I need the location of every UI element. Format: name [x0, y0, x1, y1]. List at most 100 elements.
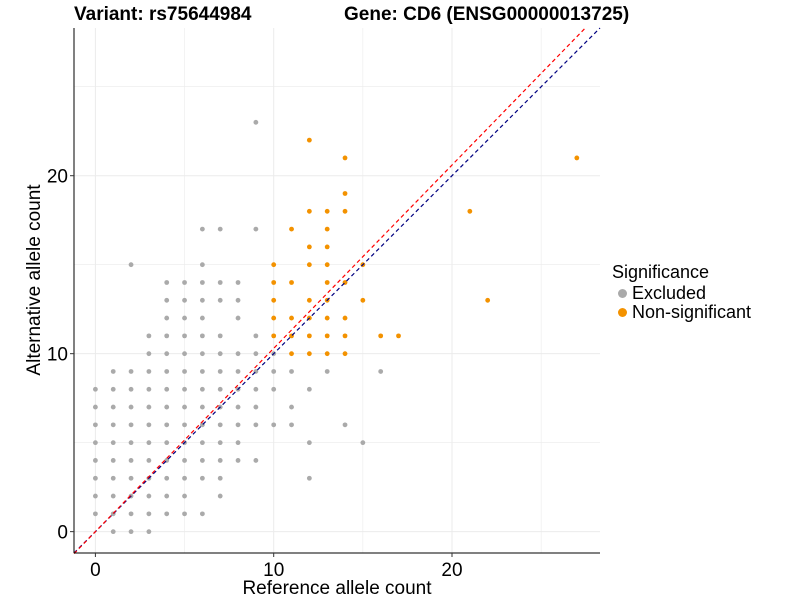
point-excluded — [92, 440, 98, 446]
point-excluded — [146, 511, 152, 517]
legend-title: Significance — [612, 262, 710, 282]
point-excluded — [360, 440, 366, 446]
point-excluded — [182, 280, 187, 285]
point-excluded — [128, 404, 134, 410]
point-non-significant — [271, 262, 277, 268]
point-excluded — [235, 404, 241, 410]
point-excluded — [199, 440, 205, 446]
point-non-significant — [324, 351, 330, 357]
point-excluded — [199, 315, 205, 321]
point-excluded — [235, 280, 241, 285]
legend-swatch-excluded — [618, 289, 627, 298]
point-excluded — [253, 119, 259, 125]
point-non-significant — [574, 155, 580, 161]
point-excluded — [146, 351, 152, 357]
point-excluded — [217, 333, 223, 339]
point-excluded — [199, 369, 205, 374]
point-excluded — [146, 386, 152, 392]
point-excluded — [128, 440, 134, 446]
point-non-significant — [306, 297, 312, 303]
point-non-significant — [271, 333, 277, 339]
point-excluded — [306, 386, 312, 392]
point-non-significant — [378, 333, 384, 339]
point-excluded — [306, 440, 312, 446]
point-excluded — [110, 493, 116, 499]
legend-label-non-significant: Non-significant — [632, 302, 752, 322]
point-non-significant — [342, 155, 348, 161]
point-excluded — [182, 351, 187, 357]
point-excluded — [128, 386, 134, 392]
point-excluded — [253, 404, 259, 410]
point-excluded — [217, 351, 223, 357]
point-excluded — [182, 511, 187, 517]
point-excluded — [182, 404, 187, 410]
reference-line-2 — [73, 27, 586, 555]
point-excluded — [128, 511, 134, 517]
point-excluded — [235, 458, 241, 463]
reference-lines — [73, 27, 601, 555]
point-excluded — [199, 475, 205, 481]
point-excluded — [253, 458, 259, 463]
point-non-significant — [306, 137, 312, 143]
variant-title: Variant: rs75644984 — [74, 4, 252, 25]
point-non-significant — [271, 280, 277, 285]
point-excluded — [199, 511, 205, 517]
point-excluded — [182, 386, 187, 392]
point-excluded — [92, 422, 98, 428]
point-excluded — [92, 493, 98, 499]
x-tick-label: 10 — [263, 560, 284, 581]
point-excluded — [110, 458, 116, 463]
point-excluded — [235, 369, 241, 374]
point-excluded — [342, 422, 348, 428]
point-excluded — [110, 404, 116, 410]
point-excluded — [271, 422, 277, 428]
point-excluded — [253, 226, 259, 232]
point-excluded — [235, 351, 241, 357]
point-non-significant — [485, 297, 491, 303]
reference-line-1 — [73, 27, 601, 554]
point-non-significant — [342, 315, 348, 321]
legend-label-excluded: Excluded — [632, 283, 707, 303]
point-excluded — [199, 458, 205, 463]
point-non-significant — [342, 208, 348, 214]
point-non-significant — [342, 333, 348, 339]
point-excluded — [164, 475, 170, 481]
point-excluded — [306, 475, 312, 481]
point-excluded — [199, 333, 205, 339]
point-non-significant — [271, 297, 277, 303]
gene-title: Gene: CD6 (ENSG00000013725) — [344, 4, 630, 25]
point-excluded — [199, 351, 205, 357]
point-excluded — [217, 475, 223, 481]
y-tick-label: 20 — [47, 167, 68, 188]
point-excluded — [182, 369, 187, 374]
point-excluded — [289, 369, 294, 374]
point-excluded — [271, 386, 277, 392]
point-excluded — [235, 297, 241, 303]
point-excluded — [146, 333, 152, 339]
point-excluded — [92, 475, 98, 481]
point-excluded — [128, 458, 134, 463]
point-non-significant — [271, 315, 277, 321]
point-non-significant — [289, 226, 294, 232]
point-excluded — [164, 422, 170, 428]
point-non-significant — [306, 208, 312, 214]
point-excluded — [289, 404, 294, 410]
point-non-significant — [289, 280, 294, 285]
point-excluded — [92, 386, 98, 392]
point-excluded — [110, 386, 116, 392]
ticks: 0 10 20 0 10 20 — [47, 167, 463, 581]
point-excluded — [182, 475, 187, 481]
point-excluded — [217, 458, 223, 463]
point-excluded — [217, 440, 223, 446]
point-excluded — [182, 297, 187, 303]
point-excluded — [182, 458, 187, 463]
legend: Significance Excluded Non-significant — [612, 262, 751, 322]
point-excluded — [289, 422, 294, 428]
point-excluded — [128, 529, 134, 535]
point-excluded — [164, 404, 170, 410]
point-non-significant — [324, 315, 330, 321]
point-excluded — [146, 404, 152, 410]
point-excluded — [199, 297, 205, 303]
point-excluded — [253, 333, 259, 339]
